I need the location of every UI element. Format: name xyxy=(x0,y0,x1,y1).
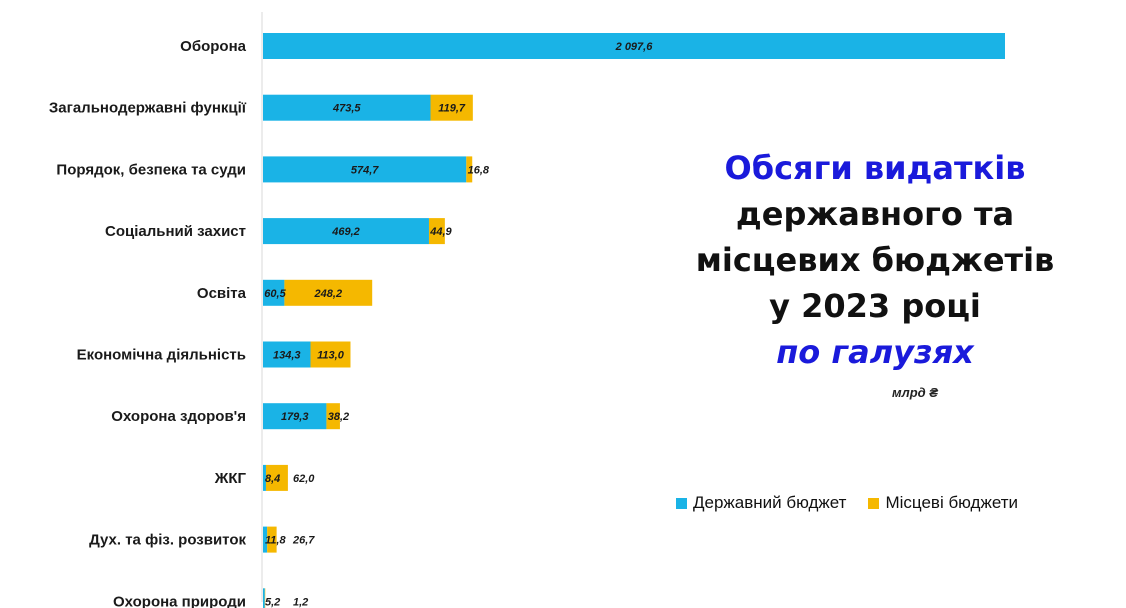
title-line-5: по галузях xyxy=(776,333,974,371)
category-label: Охорона здоров'я xyxy=(111,408,246,425)
value-label-state: 11,8 xyxy=(265,535,286,547)
value-label-local: 44,9 xyxy=(429,226,452,238)
bar-state-budget xyxy=(263,279,285,306)
value-label-state: 469,2 xyxy=(331,226,360,238)
category-label: Охорона природи xyxy=(113,593,246,608)
category-label: Соціальний захист xyxy=(105,223,246,240)
bar-local-budget xyxy=(428,218,445,245)
value-label-local: 248,2 xyxy=(314,288,343,300)
legend: Державний бюджет Місцеві бюджети xyxy=(676,493,1040,513)
value-label-state: 8,4 xyxy=(265,473,280,485)
value-label-local: 1,2 xyxy=(293,596,308,608)
title-line-2: державного та xyxy=(735,195,1015,233)
value-label-state: 60,5 xyxy=(264,288,286,300)
value-label-local: 38,2 xyxy=(328,411,349,423)
legend-label-local: Місцеві бюджети xyxy=(885,493,1019,512)
category-label: Оборона xyxy=(180,38,246,55)
value-label-state: 574,7 xyxy=(351,164,379,176)
category-label: Економічна діяльність xyxy=(77,347,246,364)
chart-title: Обсяги видатків державного та місцевих б… xyxy=(640,145,1110,375)
value-label-state: 473,5 xyxy=(332,103,361,115)
value-label-state: 179,3 xyxy=(281,411,309,423)
bar-state-budget xyxy=(263,156,467,183)
bar-local-budget xyxy=(430,94,473,121)
legend-item-local: Місцеві бюджети xyxy=(868,493,1018,513)
bar-local-budget xyxy=(310,341,351,368)
bar-local-budget xyxy=(267,526,277,553)
legend-item-state: Державний бюджет xyxy=(676,493,846,513)
value-label-local: 26,7 xyxy=(292,535,315,547)
title-line-3: місцевих бюджетів xyxy=(695,241,1055,279)
value-label-state: 134,3 xyxy=(273,350,301,362)
value-label-local: 62,0 xyxy=(293,473,315,485)
value-label-local: 16,8 xyxy=(468,164,490,176)
category-label: Загальнодержавні функції xyxy=(49,100,247,117)
bar-local-budget xyxy=(284,279,373,306)
title-line-4: у 2023 році xyxy=(769,287,981,325)
category-label: ЖКГ xyxy=(214,470,247,487)
bar-state-budget xyxy=(263,403,327,430)
bar-local-budget xyxy=(326,403,340,430)
category-label: Освіта xyxy=(197,285,247,302)
value-label-state: 5,2 xyxy=(265,596,280,608)
bar-local-budget xyxy=(466,156,473,183)
bar-state-budget xyxy=(263,464,266,491)
bar-state-budget xyxy=(263,218,429,245)
legend-label-state: Державний бюджет xyxy=(693,493,847,512)
unit-label: млрд ₴ xyxy=(892,385,938,400)
bar-state-budget xyxy=(263,526,268,553)
bar-state-budget xyxy=(263,94,431,121)
value-label-local: 113,0 xyxy=(317,350,345,362)
bar-state-budget xyxy=(263,341,311,368)
bar-local-budget xyxy=(265,464,288,491)
category-label: Порядок, безпека та суди xyxy=(56,161,246,178)
title-line-1: Обсяги видатків xyxy=(724,149,1026,187)
value-label-local: 119,7 xyxy=(438,103,466,115)
legend-swatch-local xyxy=(868,497,880,509)
legend-swatch-state xyxy=(676,497,687,509)
value-label-state: 2 097,6 xyxy=(615,41,654,53)
category-label: Дух. та фіз. розвиток xyxy=(89,532,246,549)
bar-state-budget xyxy=(263,588,265,608)
bar-state-budget xyxy=(263,33,1005,59)
